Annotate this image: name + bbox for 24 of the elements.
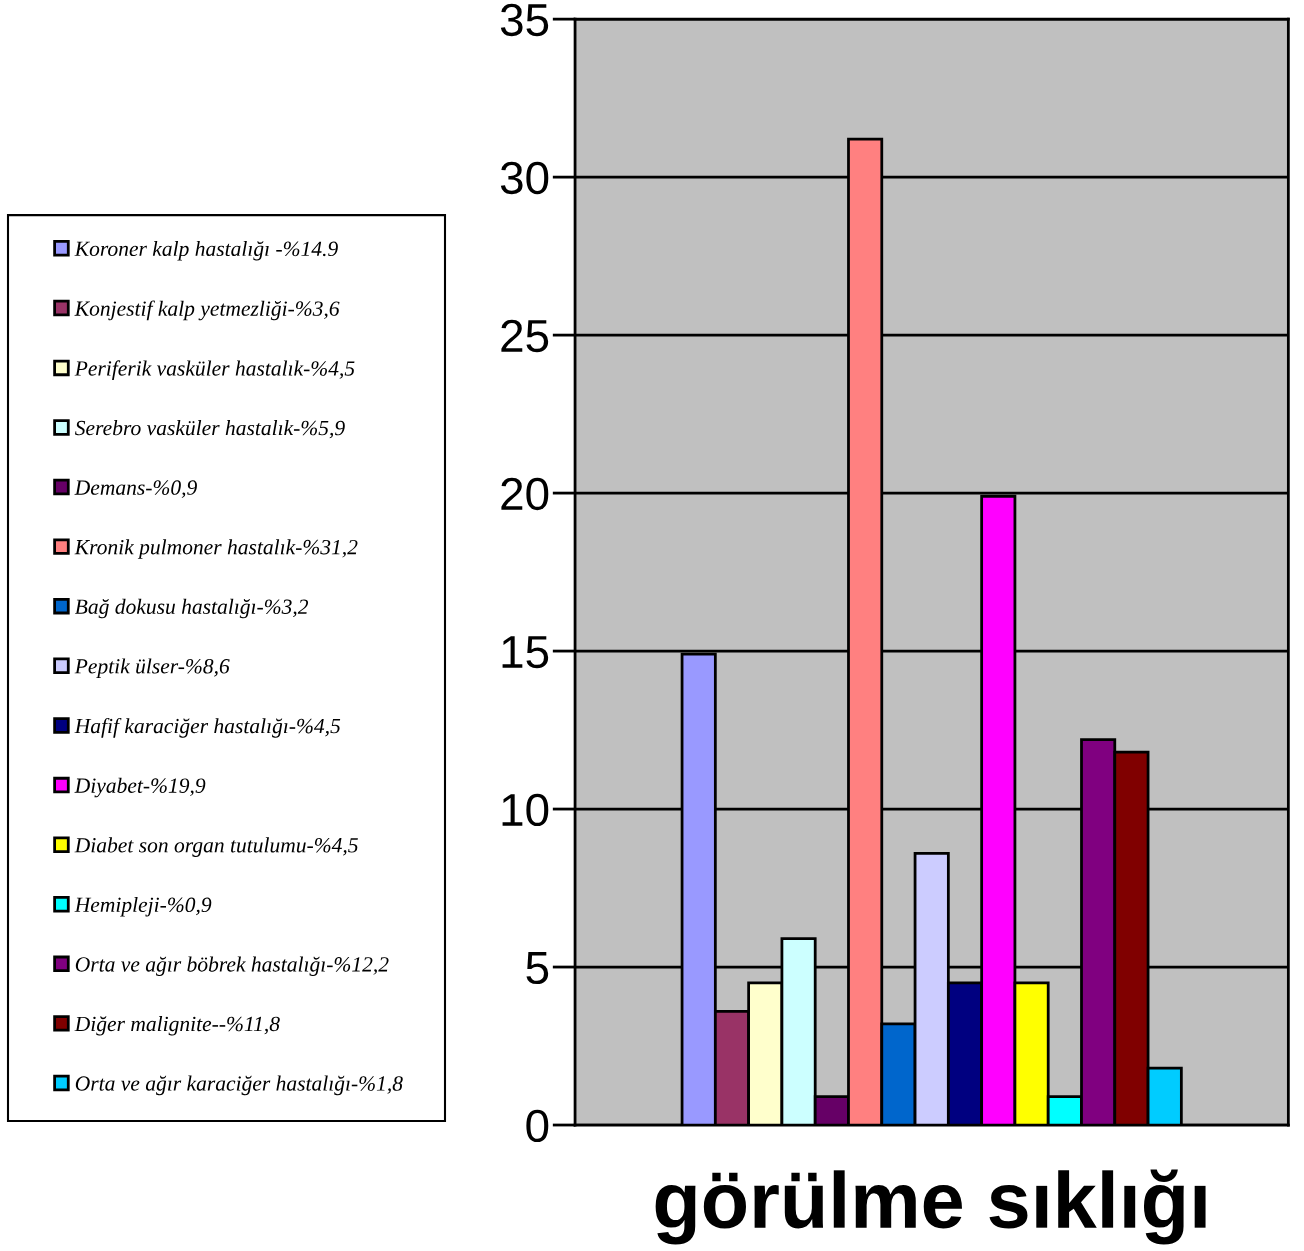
legend-label: Serebro vasküler hastalık-%5,9	[74, 420, 345, 439]
y-tick-label: 10	[502, 793, 549, 827]
legend-label: Peptik ülser-%8,6	[74, 658, 230, 678]
legend-label: Periferik vasküler hastalık-%4,5	[74, 360, 355, 381]
legend-label: Orta ve ağır böbrek hastalığı-%12,2	[75, 956, 389, 977]
y-tick-label: 15	[502, 636, 549, 669]
y-tick-label: 5	[526, 952, 549, 985]
legend-label: Diğer malignite--%11,8	[74, 1016, 280, 1036]
x-tick-label: görülme sıklığı	[655, 1169, 1206, 1245]
legend-label: Demans-%0,9	[74, 480, 197, 498]
y-tick-label: 20	[501, 477, 549, 511]
legend-label: Orta ve ağır karaciğer hastalığı-%1,8	[75, 1075, 403, 1096]
legend-label: Hafif karaciğer hastalığı-%4,5	[74, 717, 341, 738]
y-tick-label: 30	[500, 161, 549, 195]
legend-label: Konjestif kalp yetmezliği-%3,6	[74, 300, 340, 321]
y-tick-label: 35	[500, 3, 549, 37]
legend-label: Diabet son organ tutulumu-%4,5	[74, 837, 358, 857]
y-tick-label: 25	[501, 319, 549, 353]
legend-label: Koroner kalp hastalığı -%14.9	[74, 240, 338, 261]
legend-label: Kronik pulmoner hastalık-%31,2	[74, 539, 358, 559]
legend-label: Diyabet-%19,9	[74, 777, 206, 798]
legend-label: Bağ dokusu hastalığı-%3,2	[74, 598, 309, 619]
legend-label: Hemipleji-%0,9	[74, 896, 212, 917]
y-tick-label: 0	[526, 1109, 549, 1143]
